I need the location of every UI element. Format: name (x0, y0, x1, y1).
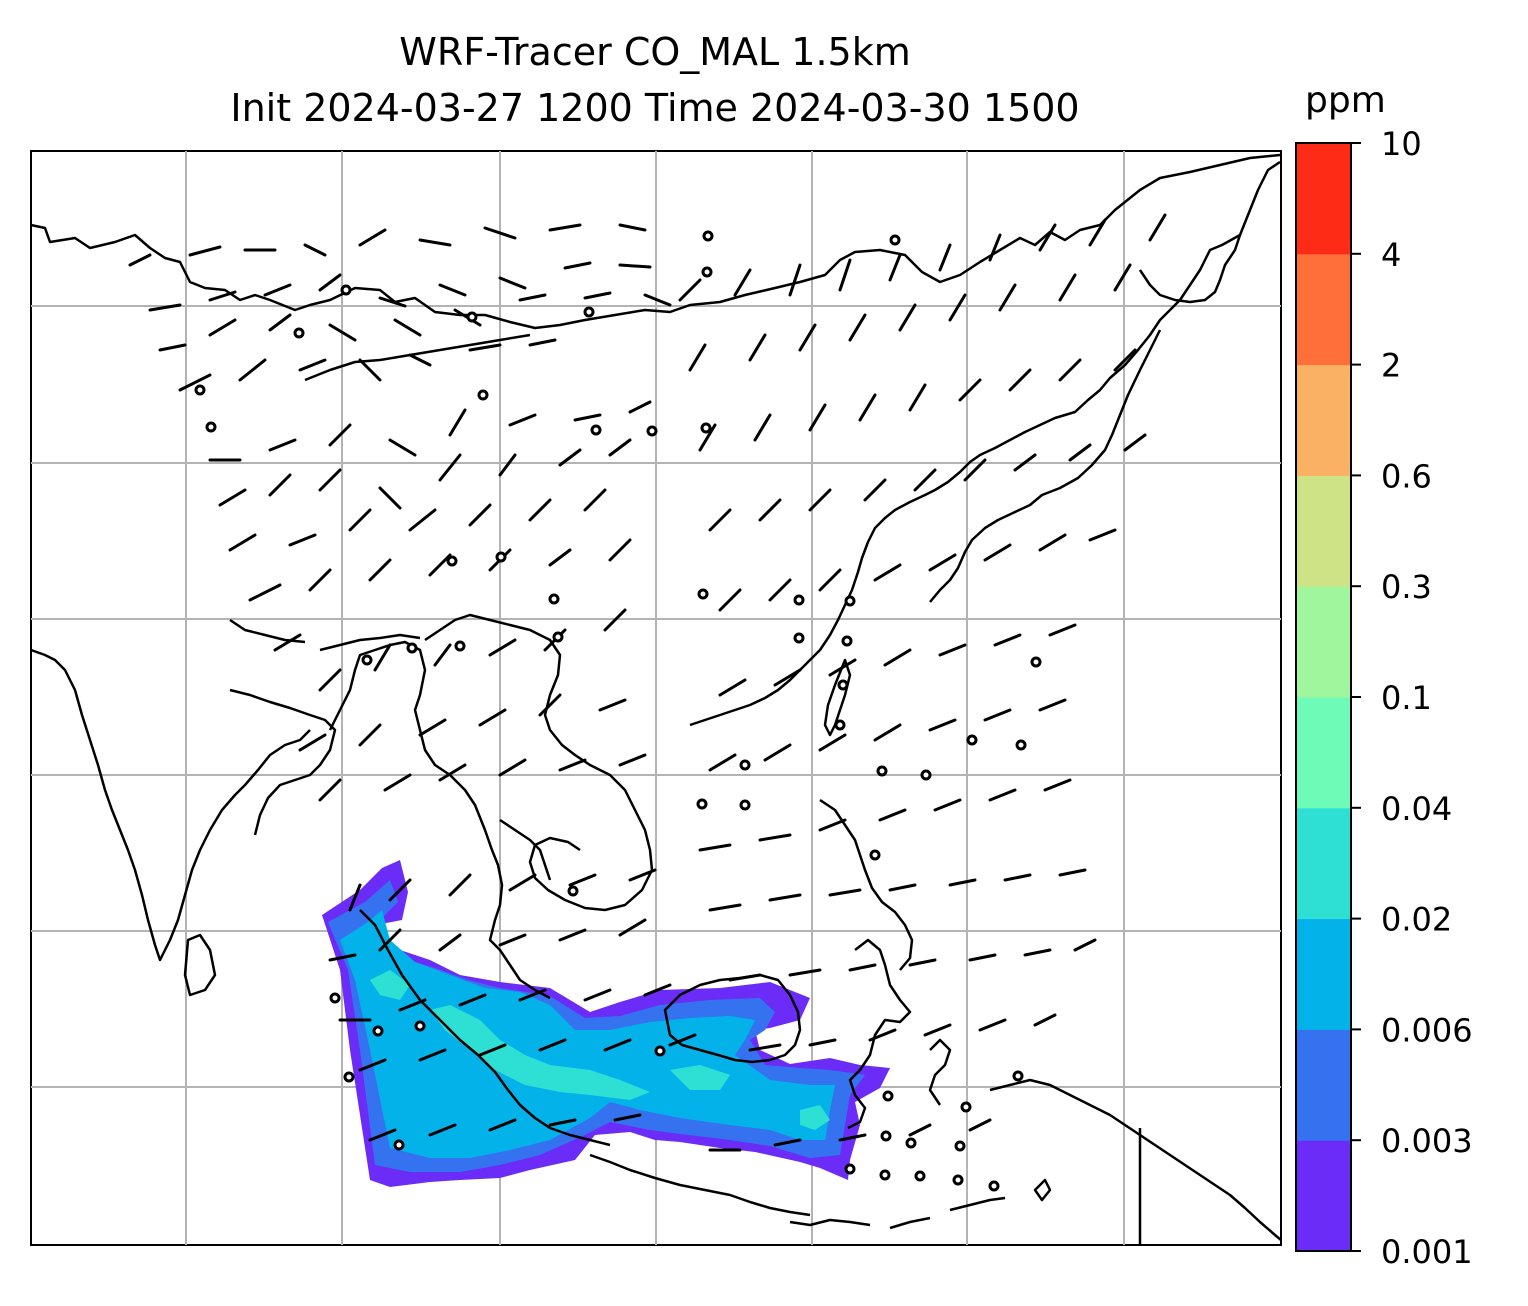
plume-core (800, 1105, 830, 1130)
coastline-indochina (328, 640, 551, 1000)
wind-barbs (128, 213, 1167, 1152)
colorbar-swatch (1296, 586, 1351, 698)
coastline-sumatra (359, 909, 611, 1147)
colorbar-tick-label: 0.003 (1381, 1122, 1473, 1160)
plume-inner (340, 910, 835, 1158)
colorbar-tick-label: 0.02 (1381, 901, 1452, 939)
coastline-srilanka (183, 933, 217, 997)
coastline-philippines (819, 798, 914, 971)
colorbar-tick-label: 0.1 (1381, 679, 1432, 717)
colorbar: 0.001 0.003 0.006 0.02 0.04 0.1 0.3 0.6 2 4 10 (1295, 125, 1473, 1271)
colorbar-tick-label: 4 (1381, 236, 1401, 274)
colorbar-tick-label: 0.006 (1381, 1011, 1473, 1049)
colorbar-swatch (1296, 1140, 1351, 1252)
map-title-line2: Init 2024-03-27 1200 Time 2024-03-30 150… (230, 86, 1080, 130)
co-concentration-plume (322, 860, 890, 1187)
plume-core (670, 1065, 730, 1090)
coastline-india (30, 648, 311, 962)
coastline-borneo (663, 973, 802, 1064)
map-panel (30, 150, 1282, 1246)
coastline-myanmar (229, 688, 337, 836)
coastline-java (589, 1153, 811, 1217)
colorbar-tick-label: 0.6 (1381, 457, 1432, 495)
coastline-gulf-thailand (499, 818, 552, 881)
colorbar-ticks: 0.001 0.003 0.006 0.02 0.04 0.1 0.3 0.6 2 4 10 (1351, 125, 1473, 1271)
calm-wind-markers (194, 230, 1042, 1192)
coastline-korea-japan (689, 160, 1281, 727)
colorbar-swatch (1296, 143, 1351, 255)
colorbar-tick-label: 2 (1381, 347, 1401, 385)
colorbar-swatch (1296, 364, 1351, 476)
colorbar-unit-label: ppm (1305, 80, 1386, 121)
map-title-line1: WRF-Tracer CO_MAL 1.5km (399, 30, 911, 74)
colorbar-swatch (1296, 918, 1351, 1030)
colorbar-swatches (1296, 143, 1351, 1252)
coastline-vietnam (424, 613, 654, 912)
colorbar-tick-label: 0.001 (1381, 1233, 1473, 1271)
colorbar-swatch (1296, 807, 1351, 920)
coastline-timor (1033, 1178, 1052, 1202)
border-china-south (319, 633, 421, 652)
coastline-lesser-sunda (789, 1196, 1006, 1230)
colorbar-tick-label: 0.3 (1381, 568, 1432, 606)
coastline-halmahera (928, 1038, 952, 1106)
colorbar-swatch (1296, 253, 1351, 366)
colorbar-swatch (1296, 475, 1351, 587)
colorbar-swatch (1296, 697, 1351, 809)
colorbar-swatch (1296, 1029, 1351, 1141)
colorbar-tick-label: 10 (1381, 125, 1422, 163)
plume-core (370, 970, 410, 1000)
coastline-sulawesi (847, 938, 912, 1130)
colorbar-tick-label: 0.04 (1381, 790, 1452, 828)
coastline-new-guinea (989, 1078, 1282, 1241)
plume-core (430, 1005, 650, 1100)
coastline-japan (929, 234, 1242, 603)
